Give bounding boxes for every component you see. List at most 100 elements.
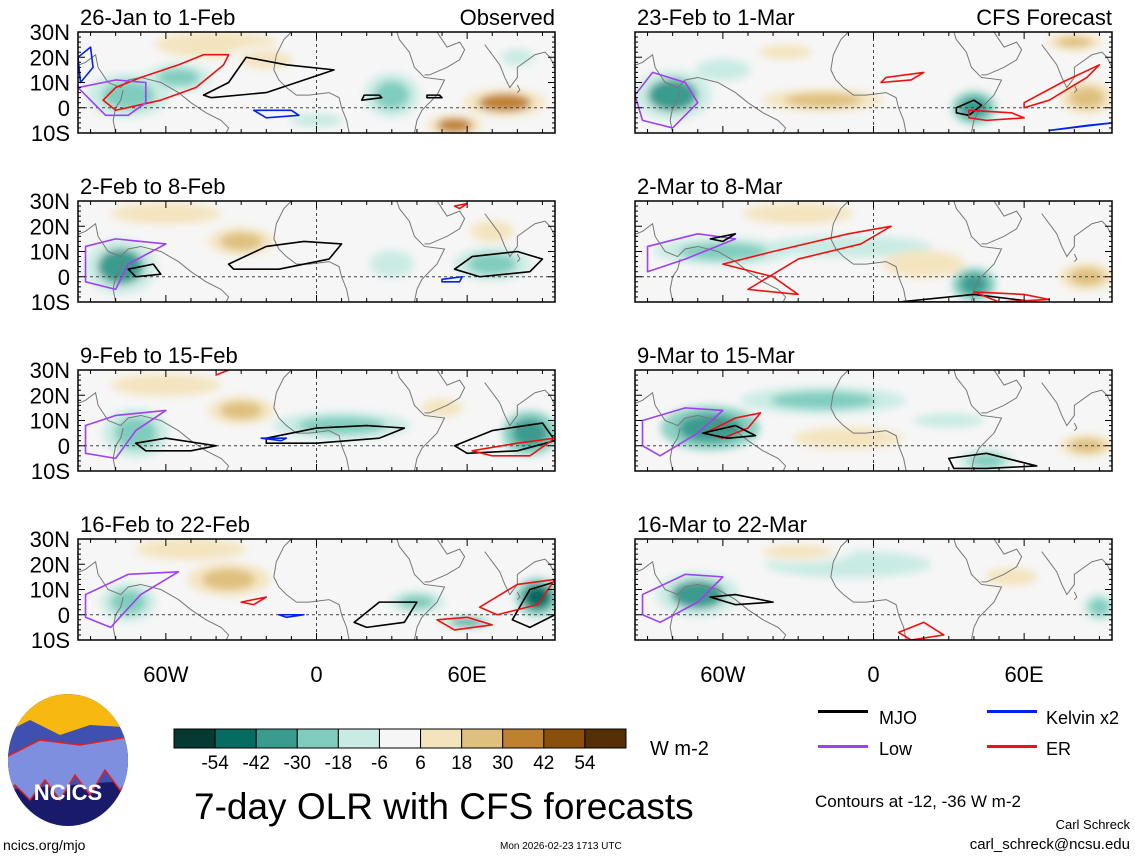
y-tick-label: 0 [58, 96, 70, 121]
olr-anomaly-field [84, 202, 531, 295]
colorbar-label: 6 [415, 753, 426, 774]
timestamp: Mon 2026-02-23 1713 UTC [500, 841, 622, 852]
olr-anomaly-blob [959, 273, 988, 295]
coastline [427, 307, 442, 317]
olr-anomaly-blob [467, 253, 517, 275]
y-tick-label: 20N [30, 45, 70, 70]
coastline [1111, 264, 1112, 273]
coastline [273, 238, 350, 302]
map-content [78, 32, 555, 148]
legend-label-er: ER [1046, 739, 1072, 759]
contour-mjo [511, 581, 555, 629]
coastline [78, 391, 230, 471]
coastline [516, 84, 521, 93]
coastline [830, 201, 849, 239]
contour-low [646, 233, 737, 273]
y-tick-label: 30N [30, 189, 70, 214]
contour-kelvin [260, 437, 288, 442]
y-tick-label: 10S [31, 290, 70, 315]
colorbar-box [214, 728, 257, 749]
contour-kelvin [1048, 122, 1112, 132]
colorbar-box [296, 728, 339, 749]
coastline [273, 407, 350, 471]
coastline [830, 370, 849, 408]
legend-swatch-er [987, 745, 1037, 748]
map-content [635, 32, 1112, 133]
y-tick-label: 0 [58, 603, 70, 628]
coastline [273, 69, 350, 133]
contour-low [78, 79, 147, 117]
olr-anomaly-field [660, 386, 1112, 471]
panel-title: 16-Feb to 22-Feb [80, 512, 250, 537]
contour-low [84, 571, 180, 629]
contour-low [84, 409, 167, 460]
author-email[interactable]: carl_schreck@ncsu.edu [969, 836, 1130, 853]
legend-label-low: Low [879, 739, 913, 759]
coastline [984, 476, 999, 486]
coastline [981, 370, 1023, 414]
coastline [484, 44, 555, 89]
olr-anomaly-blob [202, 568, 255, 591]
colorbar-box [543, 728, 586, 749]
coastline [554, 433, 555, 442]
coastline [1111, 602, 1112, 611]
coastline [427, 138, 442, 148]
site-url[interactable]: ncics.org/mjo [3, 837, 86, 853]
map-panel: 23-Feb to 1-Mar CFS Forecast [634, 5, 1113, 134]
olr-anomaly-blob [897, 255, 951, 273]
contour-mjo [353, 601, 418, 629]
x-tick-label: 60W [700, 662, 745, 687]
coastline [953, 201, 1003, 302]
colorbar-label: -54 [201, 753, 229, 774]
coastline [78, 222, 230, 302]
y-tick-label: 20N [30, 552, 70, 577]
x-tick-label: 60E [1005, 662, 1044, 687]
olr-anomaly-blob [813, 431, 884, 446]
contour-low [641, 573, 724, 624]
olr-anomaly-blob [290, 113, 343, 128]
contour-er [240, 596, 268, 606]
coastline [516, 422, 521, 431]
olr-anomaly-blob [130, 206, 202, 221]
olr-anomaly-blob [377, 255, 406, 273]
x-tick-label: 60E [448, 662, 487, 687]
olr-anomaly-blob [437, 118, 473, 133]
colorbar-label: -6 [371, 753, 388, 774]
map-content [78, 201, 555, 317]
olr-anomaly-blob [157, 68, 200, 87]
contour-mjo [227, 240, 343, 270]
coastline [830, 238, 907, 302]
coastline [981, 539, 1023, 583]
coastline [396, 32, 446, 133]
contour-mjo [134, 437, 217, 452]
legend-swatch-low [818, 745, 868, 748]
olr-anomaly-blob [130, 378, 202, 393]
y-tick-label: 0 [58, 265, 70, 290]
coastline [1073, 253, 1078, 262]
contour-low [641, 407, 724, 457]
contour-low [635, 71, 699, 129]
contour-er [1023, 64, 1101, 109]
olr-anomaly-blob [374, 80, 410, 110]
contour-er [880, 71, 925, 84]
y-tick-label: 30N [30, 358, 70, 383]
coastline [554, 264, 555, 273]
coastline [1111, 95, 1112, 104]
olr-anomaly-blob [1069, 87, 1105, 109]
contour-note: Contours at -12, -36 W m-2 [815, 792, 1021, 811]
coastline [516, 253, 521, 262]
panel-title: 26-Jan to 1-Feb [80, 5, 235, 30]
y-tick-label: 10N [30, 240, 70, 265]
olr-anomaly-blob [759, 45, 812, 60]
panel-title: 2-Feb to 8-Feb [80, 174, 226, 199]
contour-mjo [709, 233, 737, 243]
contour-er [471, 437, 555, 457]
contour-kelvin [441, 275, 463, 283]
y-tick-label: 20N [30, 214, 70, 239]
y-tick-label: 10N [30, 578, 70, 603]
contour-mjo [265, 424, 406, 445]
colorbar-label: -30 [284, 753, 311, 774]
panel-label: Observed [460, 5, 555, 30]
